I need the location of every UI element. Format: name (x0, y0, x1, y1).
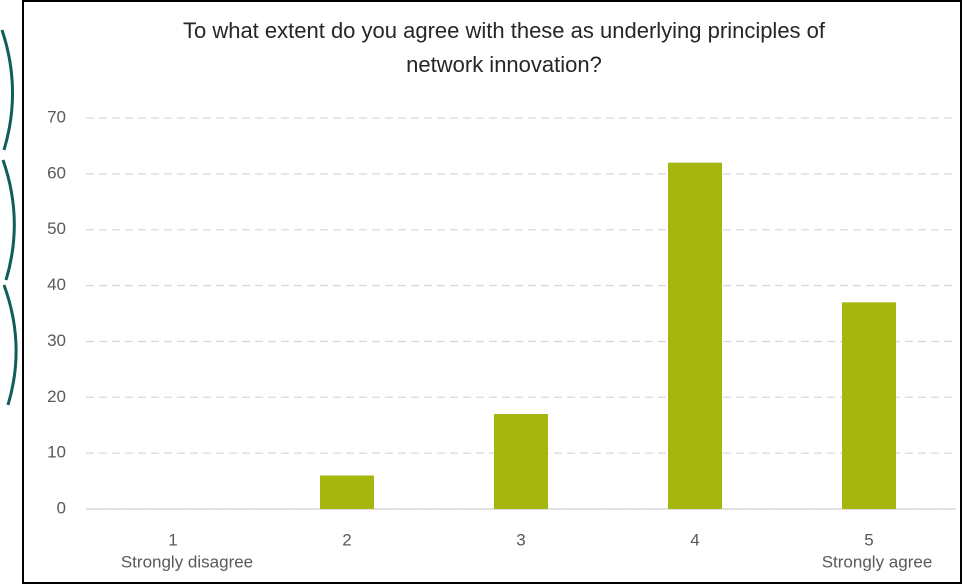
scale-label-high: Strongly agree (822, 552, 933, 571)
y-tick-label: 60 (47, 163, 66, 182)
bar (842, 302, 896, 509)
x-tick-label: 2 (342, 530, 351, 549)
chart-title: To what extent do you agree with these a… (182, 18, 826, 77)
bar (494, 414, 548, 509)
x-tick-label: 3 (516, 530, 525, 549)
x-tick-label: 1 (168, 530, 177, 549)
scale-label-low: Strongly disagree (121, 552, 253, 571)
x-tick-label: 5 (864, 530, 873, 549)
y-tick-label: 50 (47, 219, 66, 238)
decoration (0, 29, 18, 406)
bar (320, 475, 374, 509)
y-tick-label: 20 (47, 387, 66, 406)
y-tick-label: 40 (47, 275, 66, 294)
y-tick-label: 70 (47, 107, 66, 126)
y-tick-label: 10 (47, 443, 66, 462)
bar (668, 162, 722, 509)
x-tick-label: 4 (690, 530, 699, 549)
y-tick-label: 30 (47, 331, 66, 350)
chart-frame (22, 0, 962, 584)
y-tick-label: 0 (57, 498, 66, 517)
